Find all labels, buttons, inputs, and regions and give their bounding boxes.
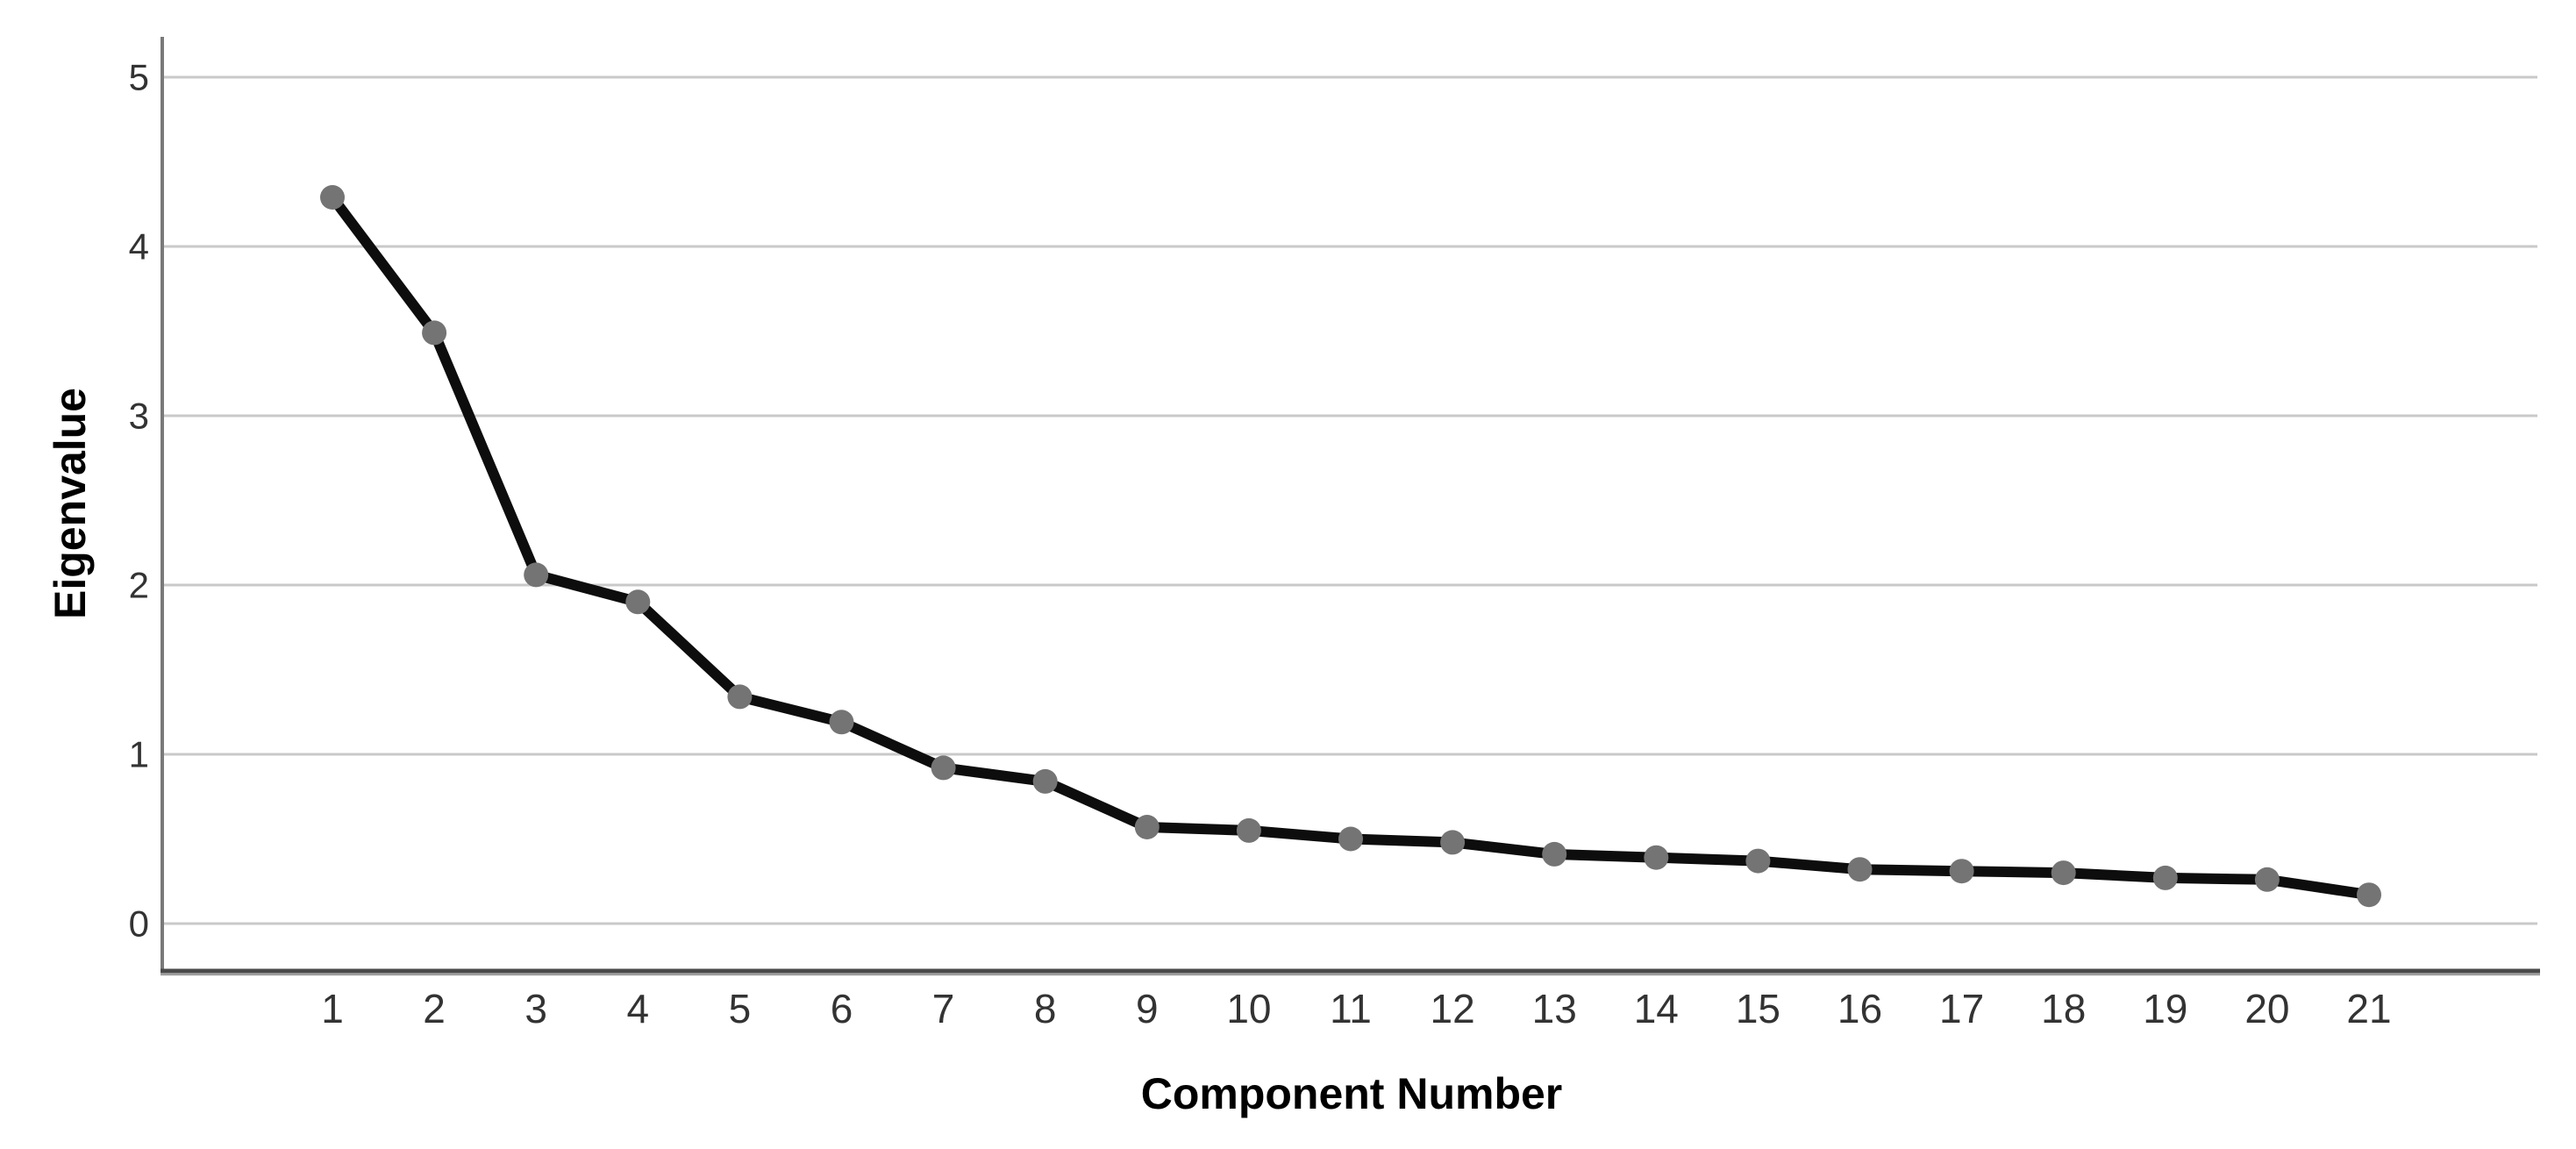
data-point-17 xyxy=(1949,859,1974,884)
y-axis-title: Eigenvalue xyxy=(46,388,95,619)
data-point-7 xyxy=(931,755,956,781)
x-tick-label-21: 21 xyxy=(2346,986,2391,1031)
data-point-5 xyxy=(727,684,753,710)
y-tick-label-4: 4 xyxy=(129,226,149,268)
data-point-8 xyxy=(1032,768,1058,794)
x-axis-title: Component Number xyxy=(1140,1069,1563,1118)
x-tick-label-11: 11 xyxy=(1330,986,1372,1031)
x-tick-label-4: 4 xyxy=(627,986,650,1031)
data-point-21 xyxy=(2357,882,2381,908)
x-tick-label-7: 7 xyxy=(932,986,955,1031)
data-point-12 xyxy=(1440,830,1466,855)
data-point-9 xyxy=(1134,815,1160,839)
data-point-4 xyxy=(625,589,651,615)
data-point-14 xyxy=(1644,845,1669,870)
x-tick-label-15: 15 xyxy=(1736,986,1780,1031)
x-tick-label-18: 18 xyxy=(2041,986,2086,1031)
x-tick-label-6: 6 xyxy=(831,986,853,1031)
data-point-16 xyxy=(1847,857,1873,882)
x-tick-label-3: 3 xyxy=(524,986,547,1031)
data-point-10 xyxy=(1236,817,1261,843)
data-point-6 xyxy=(829,710,854,735)
y-tick-label-5: 5 xyxy=(129,57,149,98)
y-tick-label-2: 2 xyxy=(129,565,149,606)
x-tick-label-9: 9 xyxy=(1136,986,1159,1031)
x-tick-label-17: 17 xyxy=(1939,986,1984,1031)
data-point-11 xyxy=(1338,826,1363,852)
x-tick-label-14: 14 xyxy=(1634,986,1679,1031)
data-point-15 xyxy=(1745,848,1771,874)
y-tick-label-0: 0 xyxy=(129,903,149,945)
data-point-3 xyxy=(524,562,549,588)
x-tick-label-2: 2 xyxy=(423,986,446,1031)
data-point-13 xyxy=(1542,841,1567,867)
x-tick-label-1: 1 xyxy=(321,986,344,1031)
x-tick-label-8: 8 xyxy=(1034,986,1057,1031)
data-point-2 xyxy=(422,320,447,346)
scree-line xyxy=(327,192,2374,901)
x-tick-label-5: 5 xyxy=(729,986,752,1031)
x-tick-label-10: 10 xyxy=(1226,986,1271,1031)
x-tick-label-16: 16 xyxy=(1837,986,1882,1031)
y-tick-label-3: 3 xyxy=(129,396,149,437)
data-point-18 xyxy=(2051,860,2076,886)
x-tick-label-20: 20 xyxy=(2244,986,2289,1031)
x-tick-label-13: 13 xyxy=(1532,986,1577,1031)
y-tick-label-1: 1 xyxy=(129,734,149,775)
data-point-19 xyxy=(2152,865,2178,890)
x-tick-label-12: 12 xyxy=(1431,986,1475,1031)
data-point-20 xyxy=(2254,867,2280,892)
data-point-1 xyxy=(320,185,345,210)
x-tick-label-19: 19 xyxy=(2143,986,2187,1031)
